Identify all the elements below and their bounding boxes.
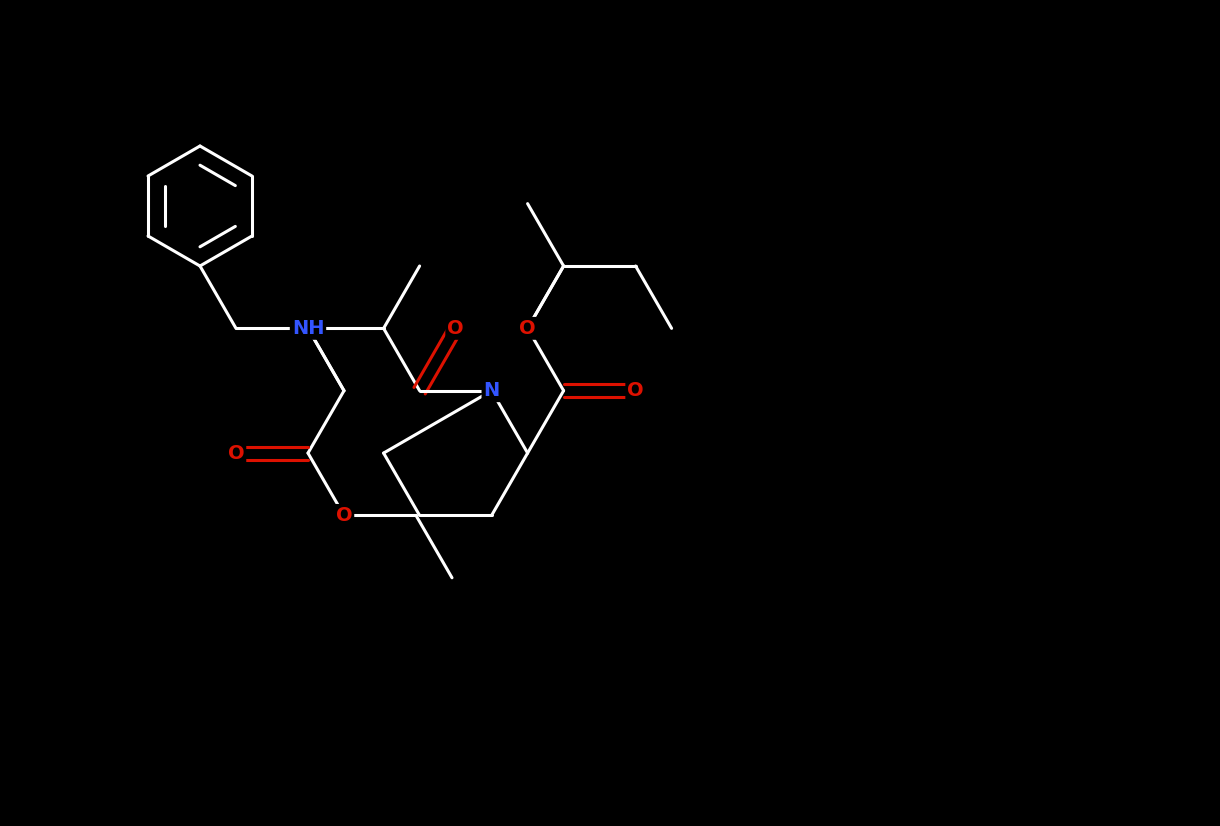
- Text: O: O: [448, 319, 464, 338]
- Text: O: O: [627, 382, 644, 401]
- Text: NH: NH: [292, 319, 325, 338]
- Text: O: O: [228, 444, 244, 463]
- Text: O: O: [336, 506, 353, 525]
- Text: O: O: [520, 319, 536, 338]
- Text: N: N: [483, 382, 500, 401]
